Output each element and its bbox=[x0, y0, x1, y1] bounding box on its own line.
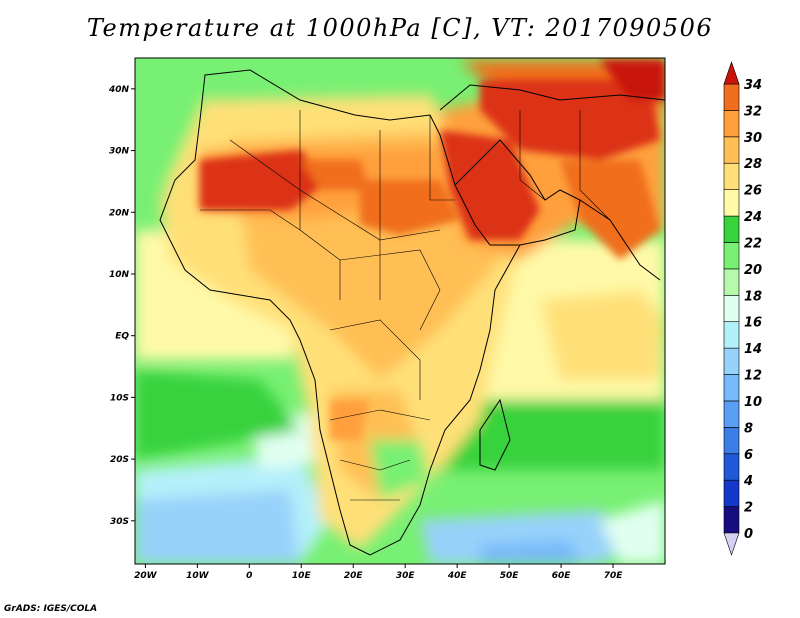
colorbar-label: 24 bbox=[744, 210, 762, 225]
colorbar-label: 30 bbox=[744, 131, 762, 146]
map-title: Temperature at 1000hPa [C], VT: 20170905… bbox=[86, 14, 714, 42]
colorbar-swatch bbox=[723, 189, 740, 217]
lon-tick-label: 40E bbox=[447, 571, 468, 581]
colorbar-label: 0 bbox=[744, 527, 753, 542]
colorbar-swatch bbox=[723, 427, 740, 455]
lat-tick-label: 20S bbox=[110, 455, 129, 465]
latitude-axis: 40N 30N 20N 10N EQ 10S 20S 30S bbox=[108, 85, 135, 527]
lat-tick-label: 20N bbox=[109, 208, 130, 218]
lat-tick-label: 30N bbox=[109, 147, 130, 157]
coastlines bbox=[159, 69, 665, 556]
colorbar-label: 10 bbox=[744, 395, 762, 410]
colorbar-label: 34 bbox=[744, 78, 762, 93]
colorbar-label: 16 bbox=[744, 316, 762, 331]
longitude-axis: 20W 10W 0 10E 20E 30E 40E 50E 60E 70E bbox=[134, 564, 623, 581]
colorbar-swatch bbox=[723, 294, 740, 323]
plot-frame bbox=[134, 57, 666, 565]
colorbar-swatch bbox=[723, 83, 740, 111]
grads-credit: GrADS: IGES/COLA bbox=[4, 604, 98, 614]
lon-tick-label: 60E bbox=[552, 571, 572, 581]
colorbar-swatch bbox=[723, 479, 740, 507]
colorbar-label: 22 bbox=[744, 236, 762, 251]
colorbar-over-triangle bbox=[723, 61, 740, 85]
colorbar-label: 18 bbox=[744, 289, 762, 304]
colorbar-swatch bbox=[723, 506, 740, 534]
colorbar-swatch bbox=[723, 162, 740, 190]
lat-tick-label: EQ bbox=[115, 332, 129, 342]
lat-tick-label: 10S bbox=[110, 393, 129, 403]
colorbar-label: 20 bbox=[744, 263, 762, 278]
lat-tick-label: 30S bbox=[110, 517, 129, 527]
colorbar-label: 8 bbox=[744, 421, 753, 436]
lon-tick-label: 20W bbox=[134, 571, 158, 581]
colorbar-swatch bbox=[723, 215, 740, 243]
lon-tick-label: 30E bbox=[396, 571, 416, 581]
lon-tick-label: 50E bbox=[500, 571, 520, 581]
country-borders bbox=[200, 110, 611, 501]
colorbar-under-triangle bbox=[723, 532, 740, 556]
lat-tick-label: 40N bbox=[108, 85, 130, 95]
colorbar-swatch bbox=[723, 242, 740, 270]
lon-tick-label: 0 bbox=[246, 571, 252, 581]
colorbar-swatch bbox=[723, 400, 740, 428]
colorbar-label: 26 bbox=[744, 184, 762, 199]
colorbar-swatch bbox=[723, 321, 740, 349]
temperature-field bbox=[135, 58, 665, 564]
colorbar-swatch bbox=[723, 136, 740, 164]
colorbar-swatch bbox=[723, 268, 740, 296]
colorbar-label: 14 bbox=[744, 342, 762, 357]
colorbar-label: 2 bbox=[744, 501, 753, 516]
lat-tick-label: 10N bbox=[109, 270, 130, 280]
lon-tick-label: 70E bbox=[604, 571, 624, 581]
colorbar-label: 6 bbox=[744, 448, 753, 463]
colorbar-label: 32 bbox=[744, 104, 762, 119]
colorbar-label: 4 bbox=[743, 474, 753, 489]
colorbar-swatch bbox=[723, 453, 740, 481]
colorbar-label: 12 bbox=[744, 369, 762, 384]
colorbar-swatch bbox=[723, 347, 740, 375]
lon-tick-label: 10E bbox=[292, 571, 312, 581]
lon-tick-label: 10W bbox=[186, 571, 210, 581]
colorbar-swatch bbox=[723, 110, 740, 138]
lon-tick-label: 20E bbox=[344, 571, 364, 581]
colorbar-swatch bbox=[723, 374, 740, 402]
colorbar-label: 28 bbox=[744, 157, 762, 172]
